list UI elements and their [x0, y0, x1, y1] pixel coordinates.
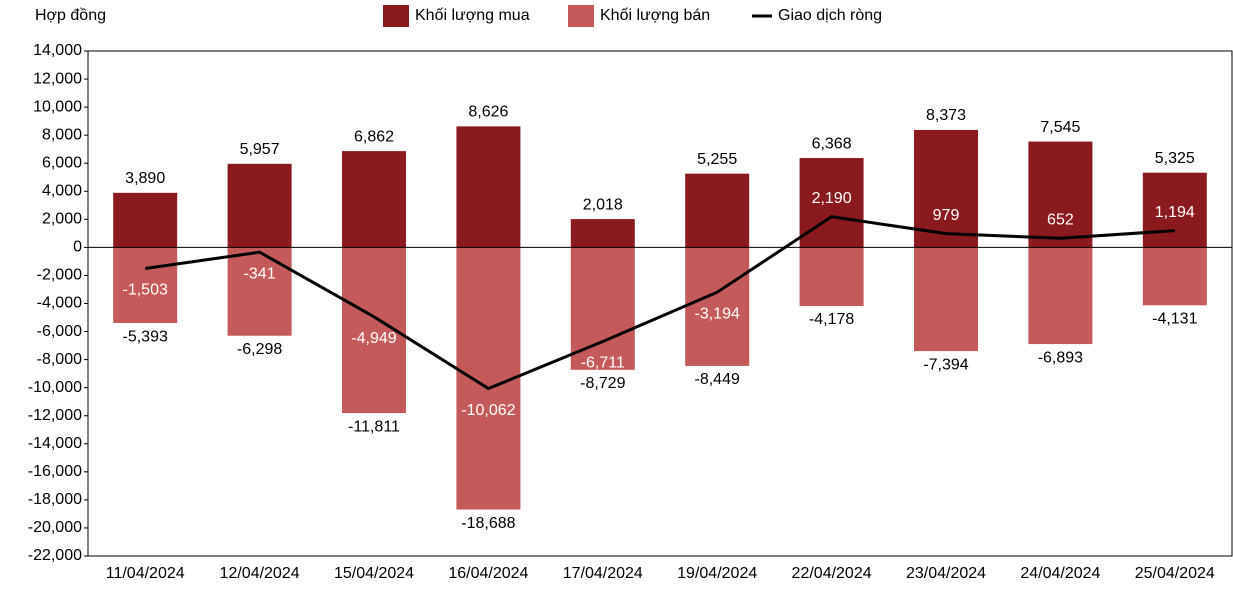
- data-label: 7,545: [1040, 119, 1080, 136]
- data-label: 2,018: [583, 196, 623, 213]
- y-tick-label: -8,000: [37, 351, 82, 368]
- bar: [113, 192, 178, 248]
- x-tick-label: 15/04/2024: [334, 565, 414, 582]
- y-tick-label: 6,000: [42, 154, 82, 171]
- net-label: -6,711: [581, 355, 625, 372]
- bar: [227, 247, 292, 336]
- data-label: 5,957: [240, 141, 280, 158]
- legend-swatch: [383, 5, 409, 27]
- y-tick-label: -2,000: [37, 267, 82, 284]
- x-tick-label: 25/04/2024: [1135, 565, 1215, 582]
- y-tick-label: 8,000: [42, 126, 82, 143]
- y-tick-label: -20,000: [28, 519, 82, 536]
- net-label: -341: [244, 265, 276, 282]
- net-label: 2,190: [812, 190, 852, 207]
- bar: [1028, 141, 1093, 248]
- net-label: -10,062: [461, 402, 515, 419]
- y-tick-label: 10,000: [33, 98, 82, 115]
- net-label: -4,949: [351, 330, 396, 347]
- x-tick-label: 23/04/2024: [906, 565, 986, 582]
- y-tick-label: 14,000: [33, 42, 82, 59]
- bar: [227, 163, 292, 248]
- data-label: -6,893: [1038, 349, 1083, 366]
- y-tick-label: -14,000: [28, 435, 82, 452]
- data-label: -7,394: [923, 356, 968, 373]
- data-label: -4,178: [809, 311, 854, 328]
- bar: [570, 219, 635, 248]
- y-tick-label: -10,000: [28, 379, 82, 396]
- data-label: 5,255: [697, 151, 737, 168]
- bar: [685, 173, 750, 248]
- net-label: 652: [1047, 211, 1074, 228]
- y-tick-label: -6,000: [37, 323, 82, 340]
- y-tick-label: -12,000: [28, 407, 82, 424]
- legend-swatch: [568, 5, 594, 27]
- data-label: -4,131: [1152, 311, 1197, 328]
- y-tick-label: -18,000: [28, 491, 82, 508]
- x-tick-label: 12/04/2024: [220, 565, 300, 582]
- y-tick-label: 0: [73, 239, 82, 256]
- bar: [914, 129, 978, 248]
- data-label: 6,368: [812, 135, 852, 152]
- x-tick-label: 11/04/2024: [106, 565, 185, 582]
- bar: [1142, 247, 1207, 306]
- y-tick-label: -22,000: [28, 547, 82, 564]
- data-label: -6,298: [237, 341, 282, 358]
- data-label: -11,811: [348, 418, 400, 435]
- bar: [1028, 247, 1093, 345]
- bar: [685, 247, 750, 366]
- data-label: 8,373: [926, 107, 966, 124]
- x-tick-label: 19/04/2024: [677, 565, 757, 582]
- legend-label: Khối lượng bán: [600, 7, 710, 24]
- net-label: -1,503: [123, 282, 168, 299]
- data-label: -18,688: [461, 515, 515, 532]
- bar: [914, 247, 978, 352]
- data-label: 5,325: [1155, 150, 1195, 167]
- net-label: 979: [933, 207, 960, 224]
- data-label: -8,729: [580, 375, 625, 392]
- bar: [342, 151, 406, 248]
- x-tick-label: 22/04/2024: [792, 565, 872, 582]
- bar: [456, 126, 521, 248]
- y-axis-unit: Hợp đồng: [35, 7, 106, 24]
- x-tick-label: 17/04/2024: [563, 565, 643, 582]
- line: [144, 215, 1175, 391]
- bar: [1142, 172, 1207, 248]
- y-tick-label: 2,000: [42, 211, 82, 228]
- y-tick-label: 12,000: [33, 70, 82, 87]
- y-tick-label: -16,000: [28, 463, 82, 480]
- bar: [799, 247, 864, 306]
- bar: [113, 247, 178, 324]
- data-label: 3,890: [125, 170, 165, 187]
- net-label: -3,194: [695, 305, 740, 322]
- data-label: 8,626: [468, 104, 508, 121]
- data-label: 6,862: [354, 128, 394, 145]
- y-tick-label: -4,000: [37, 295, 82, 312]
- legend-label: Giao dịch ròng: [778, 7, 882, 24]
- x-tick-label: 24/04/2024: [1020, 565, 1100, 582]
- net-label: 1,194: [1155, 204, 1195, 221]
- data-label: -5,393: [123, 328, 168, 345]
- x-tick-label: 16/04/2024: [448, 565, 528, 582]
- legend-label: Khối lượng mua: [415, 7, 530, 24]
- y-tick-label: 4,000: [42, 182, 82, 199]
- data-label: -8,449: [695, 371, 740, 388]
